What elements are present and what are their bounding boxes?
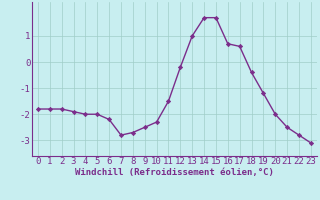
- X-axis label: Windchill (Refroidissement éolien,°C): Windchill (Refroidissement éolien,°C): [75, 168, 274, 177]
